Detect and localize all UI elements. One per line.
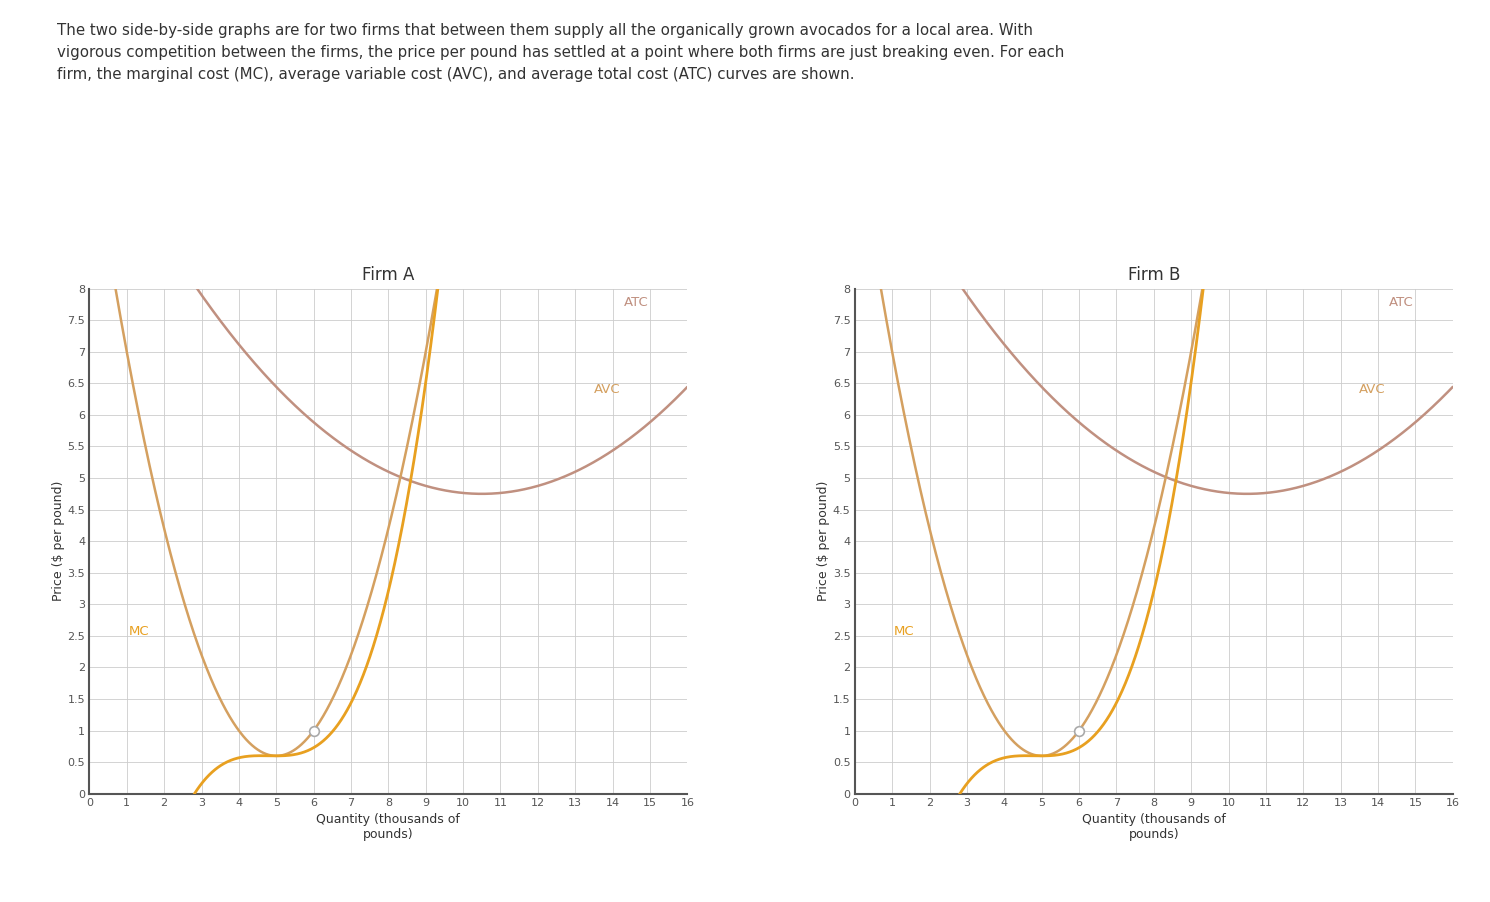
X-axis label: Quantity (thousands of
pounds): Quantity (thousands of pounds) <box>316 814 460 842</box>
Text: MC: MC <box>128 625 149 638</box>
Text: AVC: AVC <box>1359 382 1386 396</box>
Text: MC: MC <box>894 625 915 638</box>
Y-axis label: Price ($ per pound): Price ($ per pound) <box>52 481 64 602</box>
Text: ATC: ATC <box>1389 297 1414 309</box>
Title: Firm A: Firm A <box>362 266 414 284</box>
Y-axis label: Price ($ per pound): Price ($ per pound) <box>817 481 830 602</box>
Title: Firm B: Firm B <box>1128 266 1180 284</box>
Text: ATC: ATC <box>624 297 648 309</box>
X-axis label: Quantity (thousands of
pounds): Quantity (thousands of pounds) <box>1082 814 1226 842</box>
Text: AVC: AVC <box>595 382 620 396</box>
Text: The two side-by-side graphs are for two firms that between them supply all the o: The two side-by-side graphs are for two … <box>57 23 1064 82</box>
